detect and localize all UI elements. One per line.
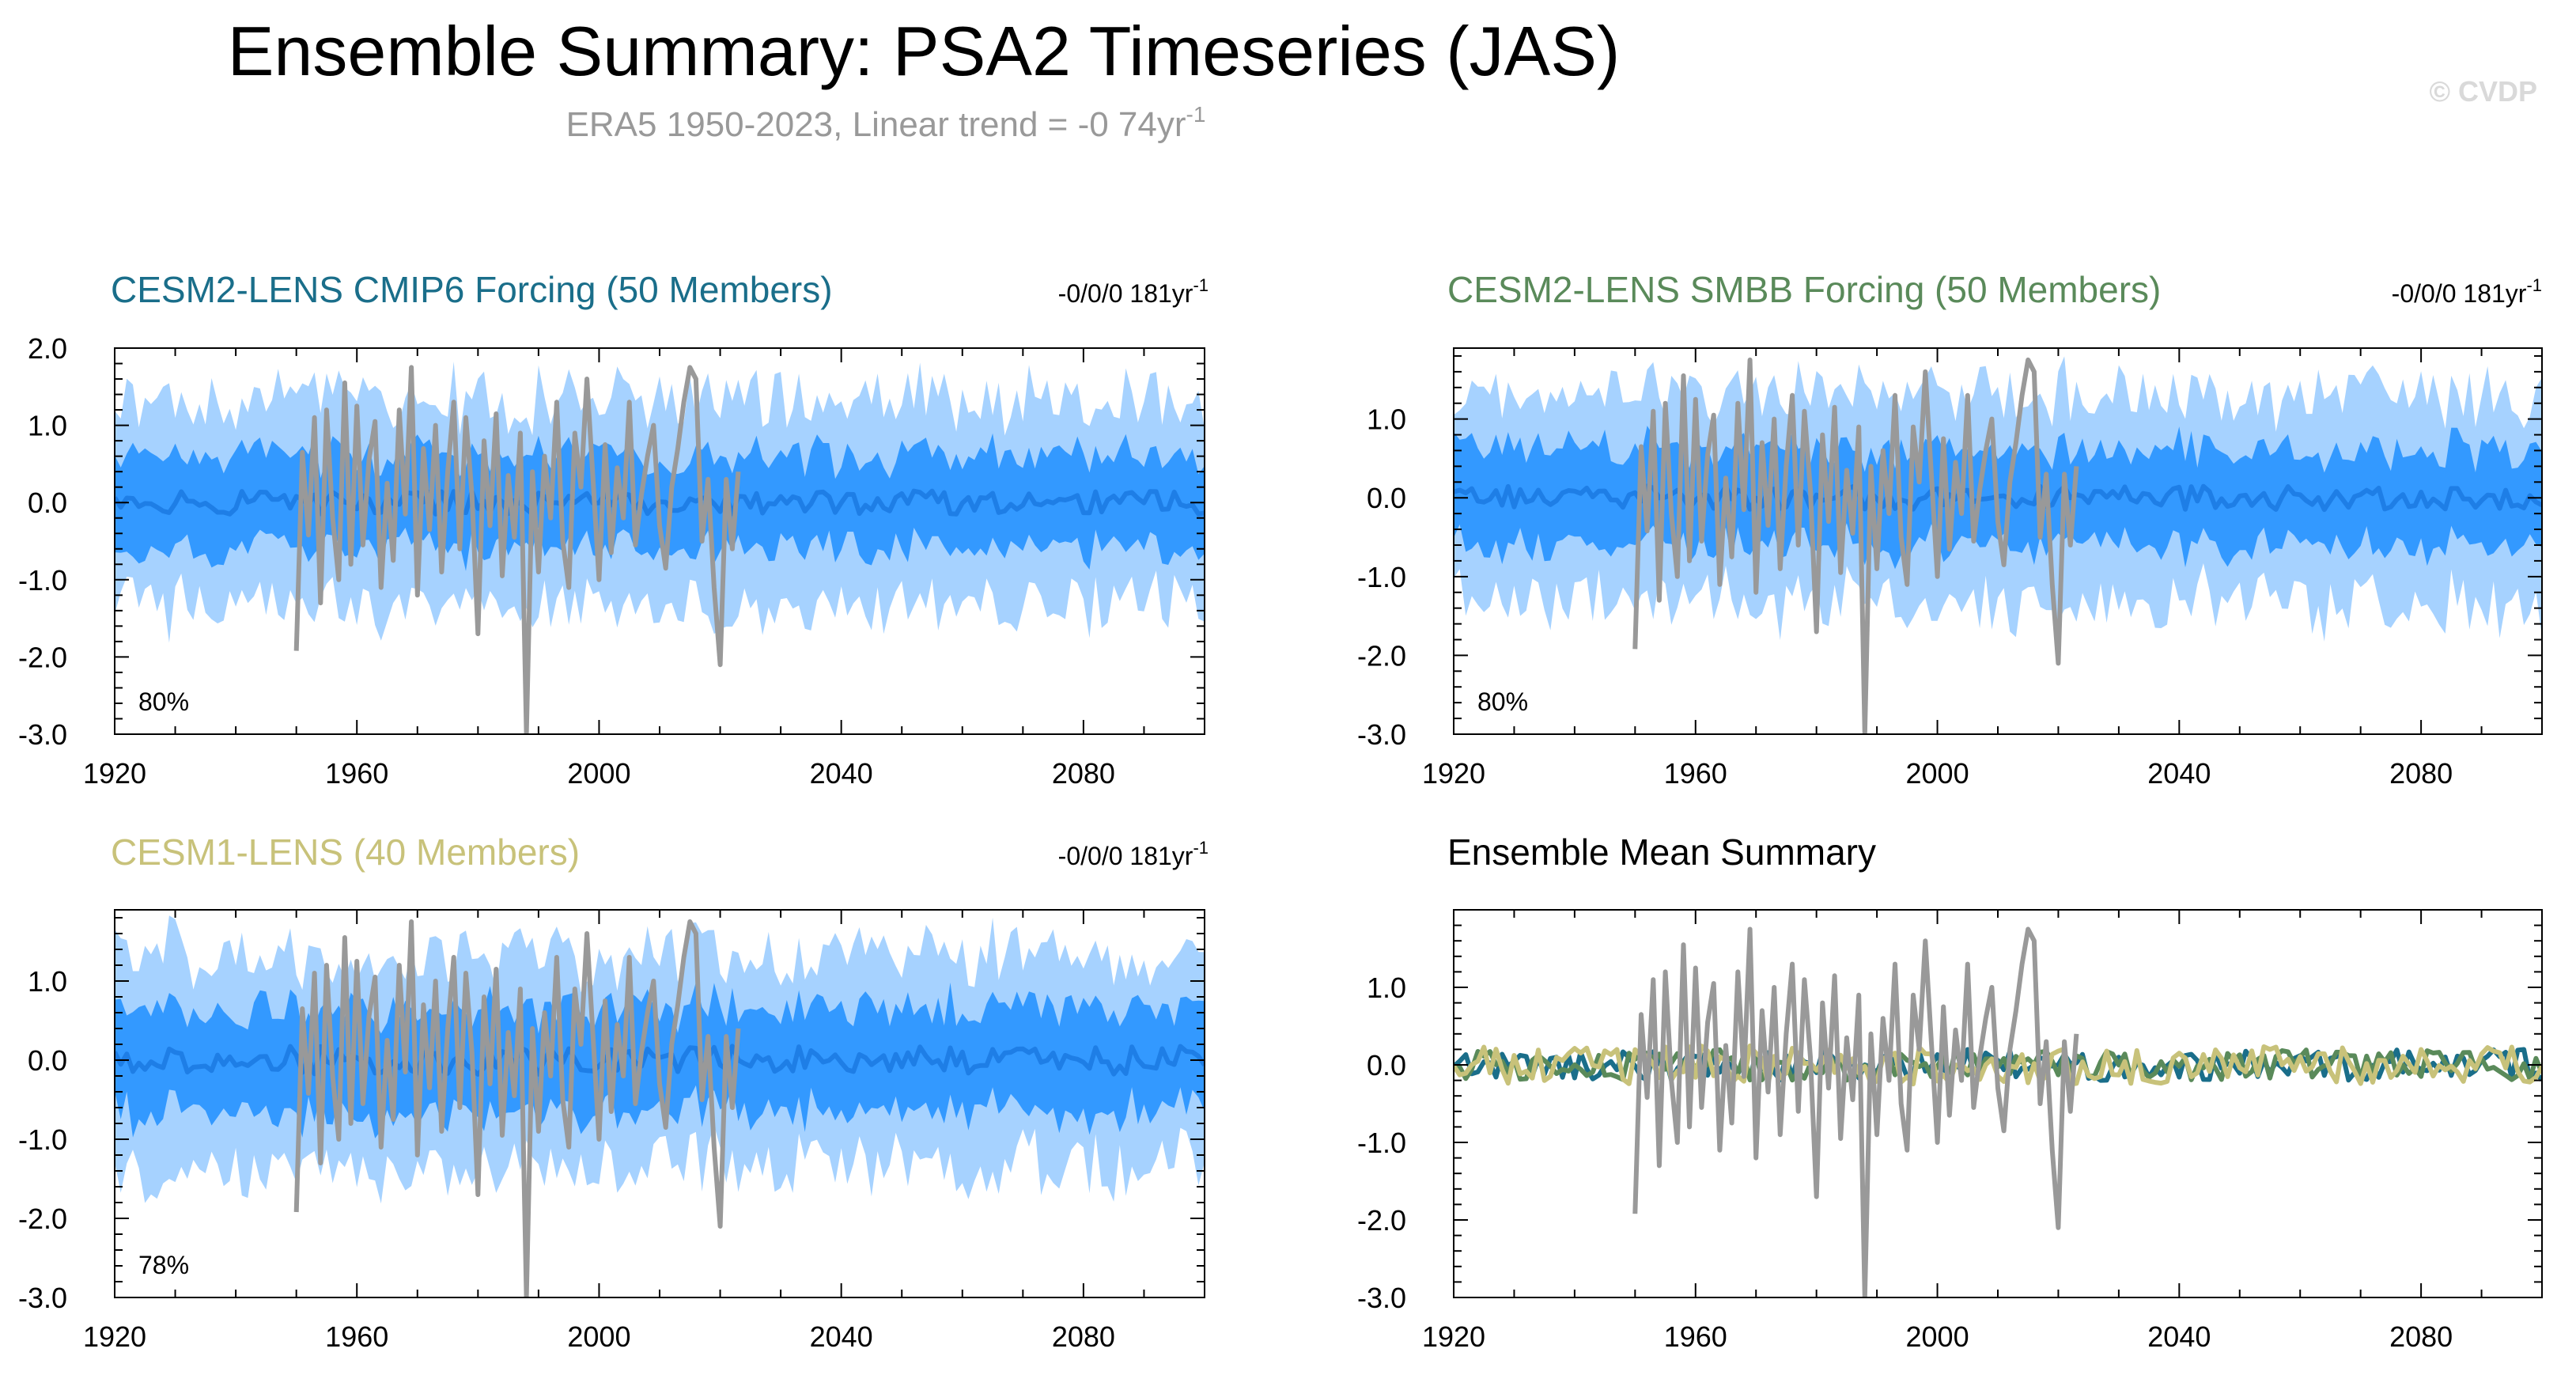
panel-cesm2-cmip6: 1920 1960 2000 2040 2080 2.0 1.0 0.0 -1.0 -2.0 -3.…	[18, 269, 1209, 790]
panel-title: Ensemble Mean Summary	[1447, 831, 1876, 873]
x-tick-label: 2040	[810, 757, 873, 790]
panel-title: CESM1-LENS (40 Members)	[111, 831, 580, 873]
x-tick-label: 1960	[1664, 757, 1727, 790]
percent-label: 78%	[138, 1251, 189, 1279]
era5-line	[293, 919, 741, 1297]
y-tick-label: -2.0	[1357, 1204, 1406, 1237]
x-tick-label: 1960	[325, 757, 388, 790]
x-tick-label: 2000	[567, 757, 630, 790]
subtitle-text: ERA5 1950-2023, Linear trend = -0 74yr	[566, 105, 1186, 144]
era5-line	[1632, 926, 2079, 1297]
trend-label: -0/0/0 181yr-1	[2392, 275, 2542, 308]
y-tick-label: -1.0	[1357, 1127, 1406, 1159]
y-tick-label: -1.0	[1357, 561, 1406, 593]
y-tick-label: -2.0	[1357, 639, 1406, 672]
subtitle-sup: -1	[1186, 102, 1206, 127]
x-tick-label: 1920	[83, 1320, 146, 1353]
x-tick-label: 2040	[2147, 1320, 2211, 1353]
y-tick-label: -3.0	[1357, 1282, 1406, 1314]
y-tick-label: 1.0	[28, 965, 67, 998]
y-tick-label: -3.0	[18, 1282, 67, 1314]
y-tick-label: -1.0	[18, 1123, 67, 1156]
x-tick-label: 1920	[1422, 1320, 1485, 1353]
panel-title: CESM2-LENS CMIP6 Forcing (50 Members)	[111, 269, 833, 310]
x-tick-label: 1920	[1422, 757, 1485, 790]
y-tick-label: 1.0	[1367, 403, 1406, 436]
era5-line	[1632, 357, 2079, 734]
y-tick-label: 1.0	[28, 410, 67, 442]
x-tick-label: 1960	[1664, 1320, 1727, 1353]
figure-title: Ensemble Summary: PSA2 Timeseries (JAS)	[228, 12, 1621, 90]
y-tick-label: 1.0	[1367, 972, 1406, 1004]
percent-label: 80%	[138, 688, 189, 716]
trend-label: -0/0/0 181yr-1	[1058, 275, 1209, 308]
y-tick-label: -3.0	[1357, 718, 1406, 751]
y-tick-label: 0.0	[1367, 1049, 1406, 1081]
watermark: © CVDP	[2429, 75, 2537, 108]
y-tick-label: -3.0	[18, 718, 67, 751]
era5-line	[293, 365, 741, 734]
y-tick-label: -1.0	[18, 564, 67, 597]
x-tick-label: 2080	[1052, 757, 1115, 790]
x-tick-label: 2000	[567, 1320, 630, 1353]
panel-ensemble-mean-summary: 1920 1960 2000 2040 2080 1.0 0.0 -1.0 -2.0 -3.0 En…	[1357, 831, 2543, 1353]
x-tick-label: 2080	[2389, 1320, 2453, 1353]
x-tick-label: 1960	[325, 1320, 388, 1353]
x-tick-label: 2040	[2147, 757, 2211, 790]
figure-subtitle: ERA5 1950-2023, Linear trend = -0 74yr-1	[566, 102, 1206, 144]
y-tick-label: 0.0	[28, 487, 67, 519]
x-tick-label: 2000	[1906, 757, 1969, 790]
y-tick-label: 2.0	[28, 332, 67, 365]
y-tick-label: -2.0	[18, 1203, 67, 1235]
panel-cesm1: 1920 1960 2000 2040 2080 1.0 0.0 -1.0 -2.0 -3.0 CE…	[18, 831, 1209, 1353]
x-tick-label: 2000	[1906, 1320, 1969, 1353]
y-tick-label: 0.0	[28, 1044, 67, 1077]
x-tick-label: 1920	[83, 757, 146, 790]
x-tick-label: 2080	[1052, 1320, 1115, 1353]
percent-label: 80%	[1477, 688, 1528, 716]
trend-label: -0/0/0 181yr-1	[1058, 838, 1209, 870]
panel-title: CESM2-LENS SMBB Forcing (50 Members)	[1447, 269, 2161, 310]
y-tick-label: 0.0	[1367, 482, 1406, 514]
x-tick-label: 2080	[2389, 757, 2453, 790]
y-tick-label: -2.0	[18, 641, 67, 673]
x-tick-label: 2040	[810, 1320, 873, 1353]
panel-cesm2-smbb: 1920 1960 2000 2040 2080 1.0 0.0 -1.0 -2.0 -3.0 CE…	[1357, 269, 2543, 790]
